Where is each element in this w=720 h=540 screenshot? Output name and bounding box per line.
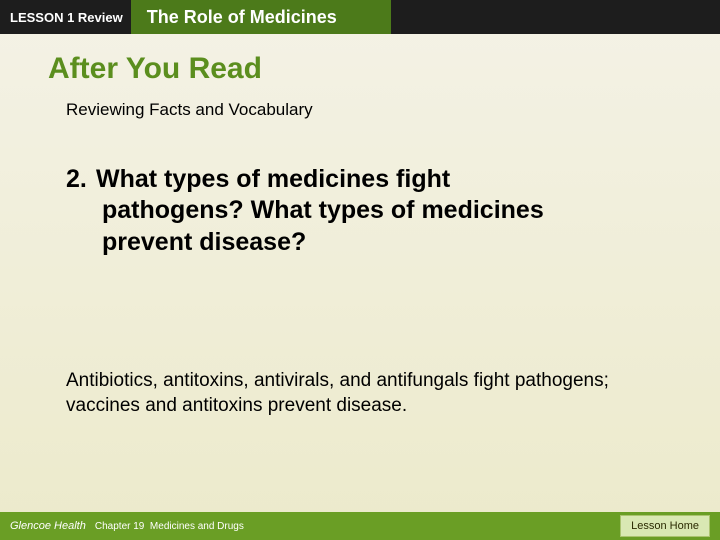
lesson-title: The Role of Medicines [131,0,391,34]
answer-text: Antibiotics, antitoxins, antivirals, and… [66,368,656,419]
section-subheading: Reviewing Facts and Vocabulary [66,100,680,120]
top-bar: LESSON 1 Review The Role of Medicines [0,0,720,34]
section-heading: After You Read [48,52,680,86]
footer-bar: Glencoe Health Chapter 19 Medicines and … [0,512,720,540]
question-line-1: What types of medicines fight [96,165,450,193]
question-line-3: prevent disease? [102,227,680,258]
question-block: 2.What types of medicines fight pathogen… [66,164,680,258]
footer-brand: Glencoe Health [10,520,86,532]
top-bar-spacer [391,0,720,34]
lesson-home-button[interactable]: Lesson Home [620,515,710,537]
footer-chapter: Chapter 19 Medicines and Drugs [95,521,244,532]
slide: LESSON 1 Review The Role of Medicines Af… [0,0,720,540]
content-area: After You Read Reviewing Facts and Vocab… [0,34,720,419]
question-line-2: pathogens? What types of medicines [102,195,680,226]
lesson-label: LESSON 1 Review [0,0,131,34]
question-number: 2. [66,164,96,195]
footer-left: Glencoe Health Chapter 19 Medicines and … [10,520,244,532]
